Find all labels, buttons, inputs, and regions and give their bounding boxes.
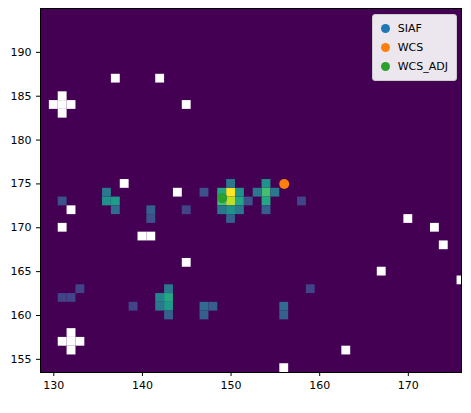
html-text:WCS_ADJ: WCS_ADJ [397,60,448,73]
svg-text:160: 160 [309,379,330,392]
svg-text:150: 150 [221,379,242,392]
svg-text:165: 165 [11,265,32,278]
html-text:WCS: WCS [397,41,424,54]
svg-text:160: 160 [11,309,32,322]
svg-text:130: 130 [43,379,64,392]
svg-text:190: 190 [11,46,32,59]
svg-text:170: 170 [398,379,419,392]
html-text:SIAF: SIAF [397,22,422,35]
svg-text:175: 175 [11,177,32,190]
svg-text:155: 155 [11,353,32,366]
svg-text:140: 140 [132,379,153,392]
svg-text:180: 180 [11,134,32,147]
svg-text:170: 170 [11,221,32,234]
svg-text:185: 185 [11,90,32,103]
